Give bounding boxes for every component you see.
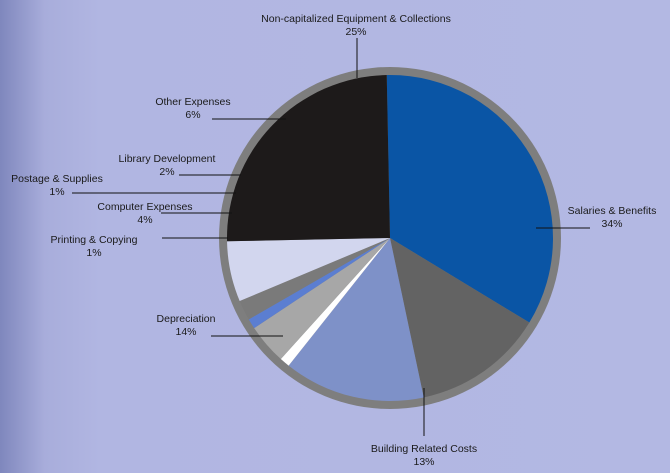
slice-label-library-development: Library Development (119, 153, 216, 165)
slice-percent-postage-and-supplies: 1% (49, 186, 64, 198)
slice-label-non-capitalized-equipment-and-collections: Non-capitalized Equipment & Collections (261, 13, 451, 25)
pie-slice-computer-expenses (254, 238, 390, 360)
slice-percent-building-related-costs: 13% (413, 456, 434, 468)
pie-slice-postage-and-supplies (248, 238, 390, 329)
pie-slice-printing-and-copying (280, 238, 390, 366)
slice-label-postage-and-supplies: Postage & Supplies (11, 173, 103, 185)
slice-percent-non-capitalized-equipment-and-collections: 25% (345, 26, 366, 38)
slice-percent-printing-and-copying: 1% (86, 247, 101, 259)
slice-label-computer-expenses: Computer Expenses (97, 201, 192, 213)
pie-slice-non-capitalized-equipment-and-collections (226, 75, 390, 242)
slice-percent-salaries-and-benefits: 34% (601, 218, 622, 230)
slice-percent-other-expenses: 6% (185, 109, 200, 121)
slice-percent-computer-expenses: 4% (137, 214, 152, 226)
pie-slice-depreciation (288, 238, 424, 402)
pie-slice-salaries-and-benefits (386, 74, 554, 323)
slice-percent-library-development: 2% (159, 166, 174, 178)
slice-label-salaries-and-benefits: Salaries & Benefits (568, 205, 657, 217)
pie-slice-building-related-costs (390, 238, 530, 398)
slice-percent-depreciation: 14% (175, 326, 196, 338)
pie-slice-library-development (239, 238, 390, 320)
pie-slice-other-expenses (227, 238, 390, 302)
slice-label-printing-and-copying: Printing & Copying (51, 234, 138, 246)
slice-label-building-related-costs: Building Related Costs (371, 443, 477, 455)
slice-label-depreciation: Depreciation (157, 313, 216, 325)
slice-label-other-expenses: Other Expenses (155, 96, 230, 108)
